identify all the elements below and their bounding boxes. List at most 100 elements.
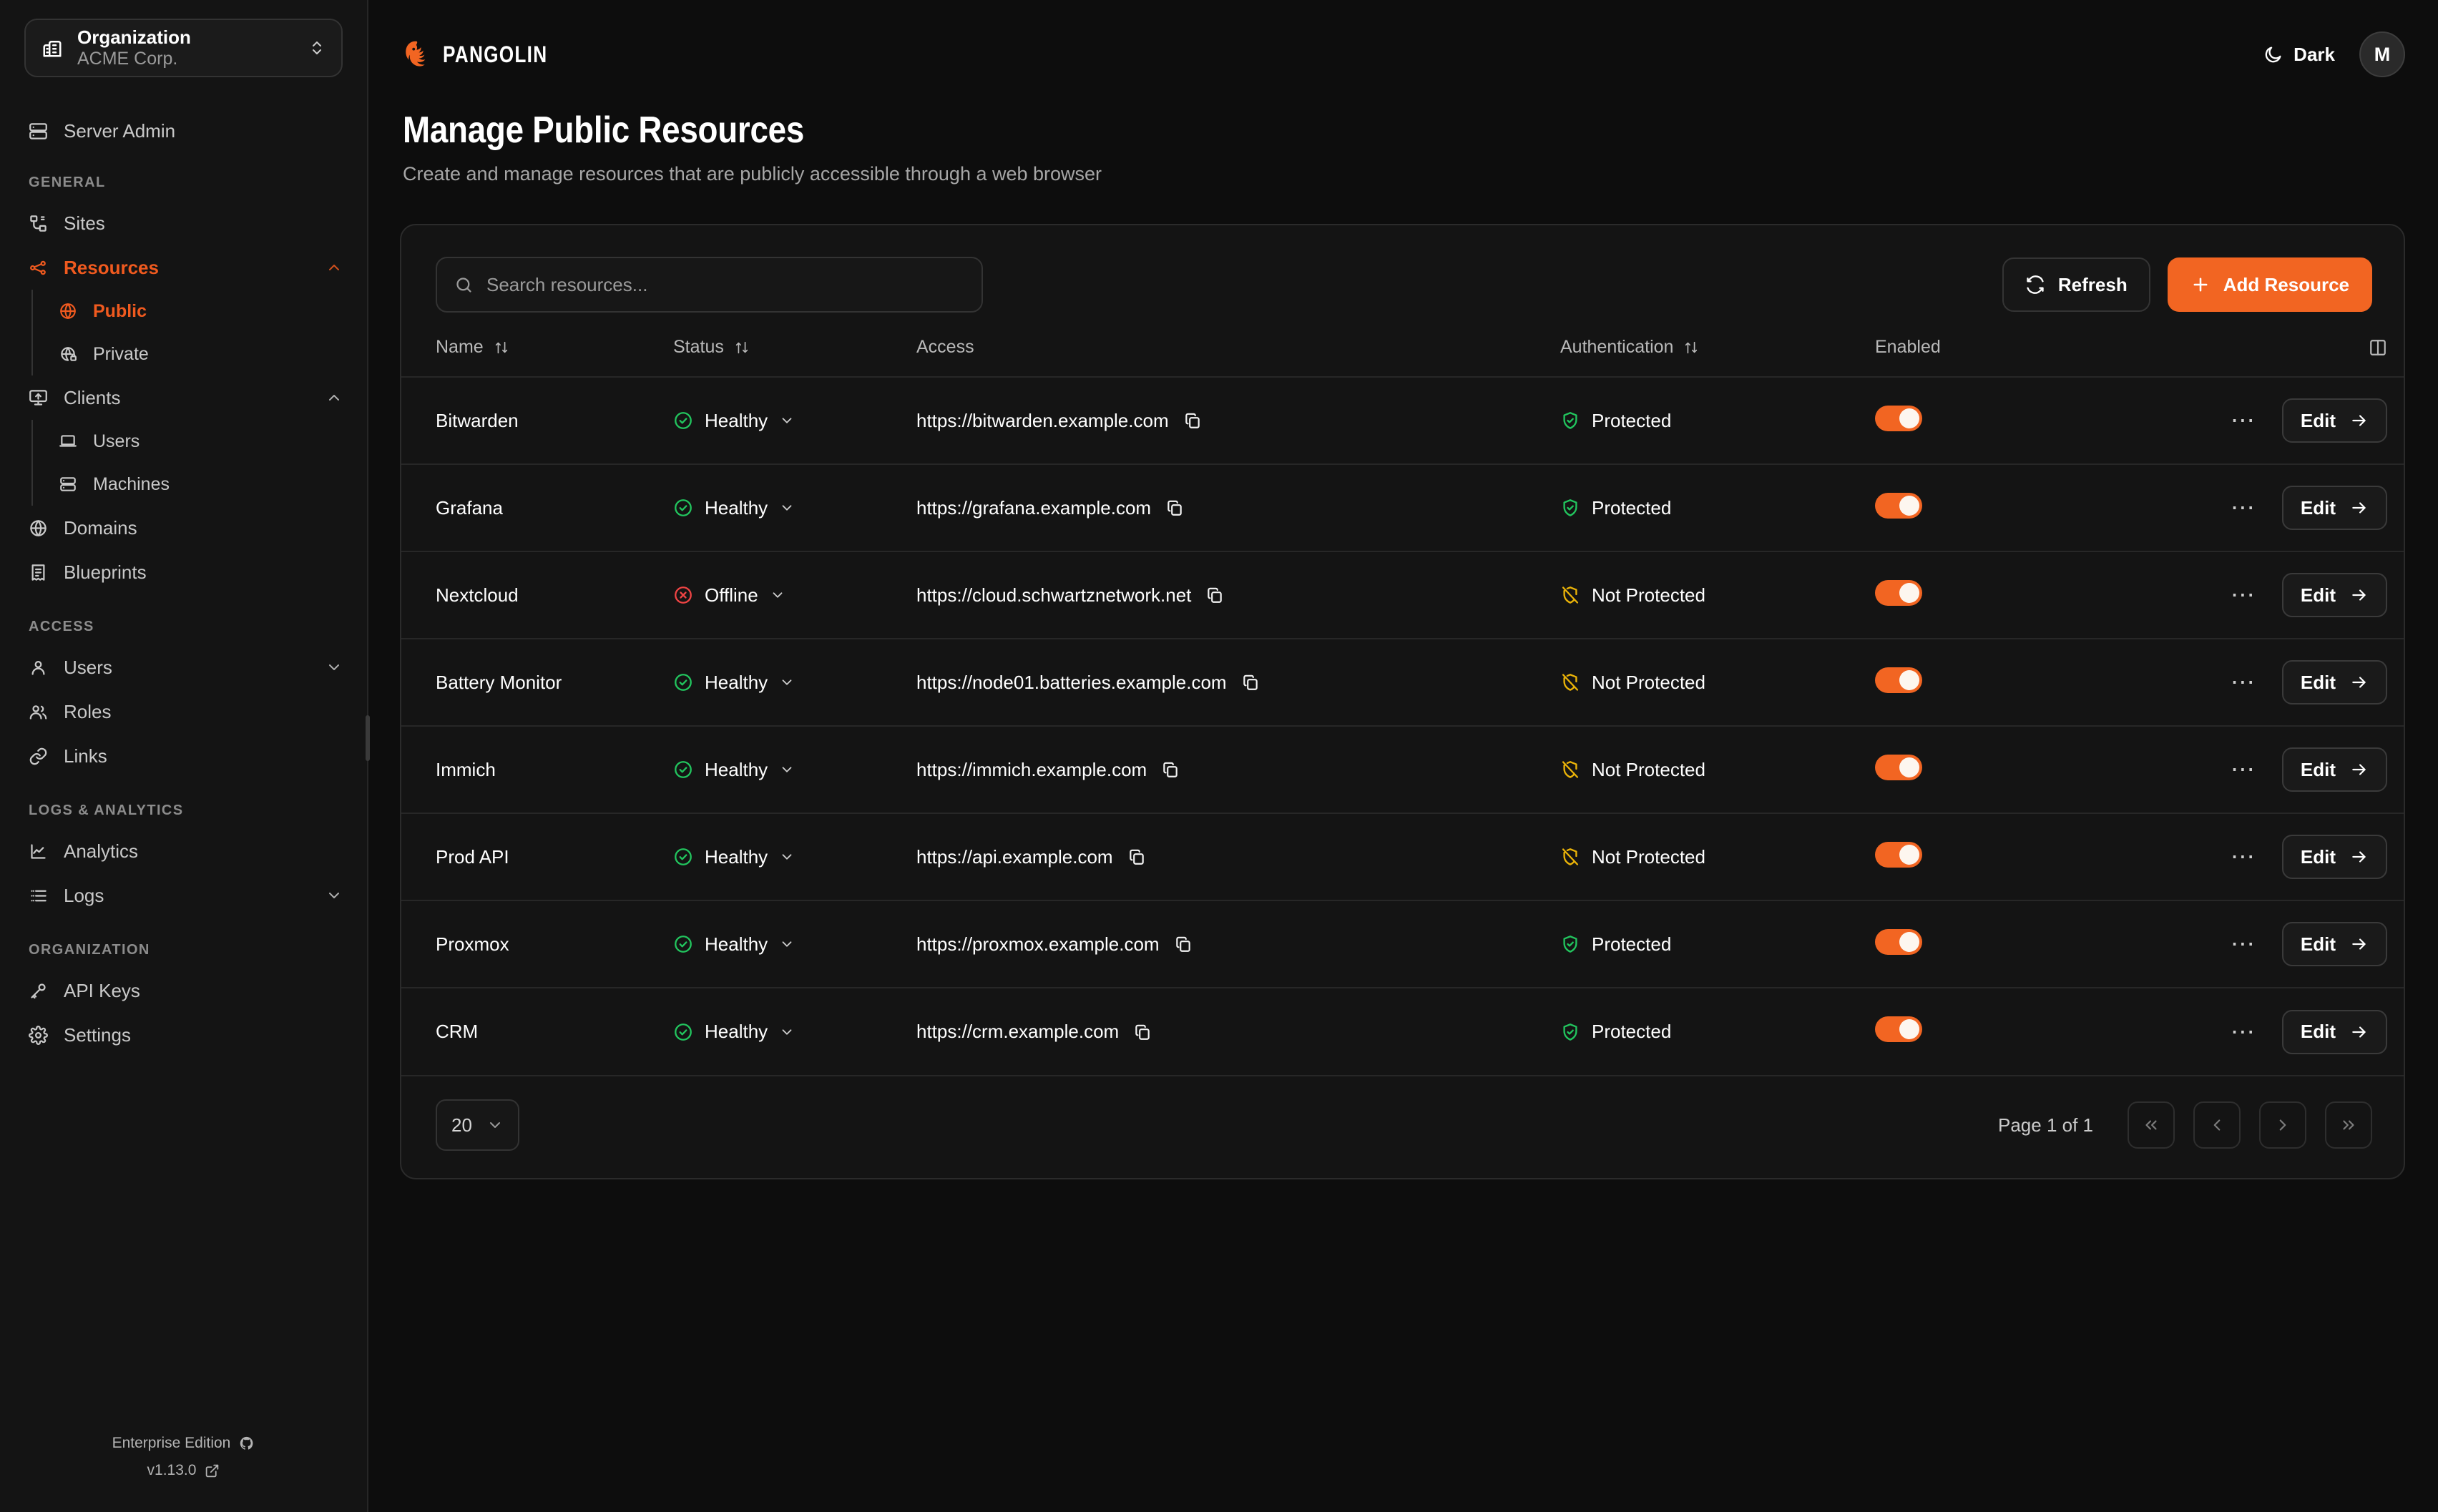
sidebar-item-logs[interactable]: Logs	[0, 873, 367, 918]
chevrons-up-down-icon[interactable]	[308, 39, 325, 57]
org-switcher[interactable]: Organization ACME Corp.	[24, 19, 343, 77]
table-row[interactable]: Nextcloud Offline https://cloud.schwartz…	[401, 551, 2404, 639]
edit-button[interactable]: Edit	[2281, 747, 2387, 792]
ellipsis-icon[interactable]: ⋯	[2230, 407, 2256, 434]
sidebar-item-clients[interactable]: Clients	[0, 375, 367, 420]
enabled-toggle[interactable]	[1875, 579, 1922, 606]
enabled-toggle[interactable]	[1875, 1016, 1922, 1042]
sidebar-item-users[interactable]: Users	[0, 645, 367, 689]
copy-icon[interactable]	[1183, 411, 1202, 430]
chevron-up-icon[interactable]	[325, 259, 343, 276]
ellipsis-icon[interactable]: ⋯	[2230, 669, 2256, 696]
chevron-down-icon[interactable]	[779, 500, 795, 516]
table-row[interactable]: Battery Monitor Healthy https://node01.b…	[401, 638, 2404, 726]
column-header-authentication[interactable]: Authentication	[1560, 337, 1875, 377]
table-row[interactable]: CRM Healthy https://crm.example.com Prot…	[401, 987, 2404, 1075]
sidebar-item-machines[interactable]: Machines	[33, 463, 367, 506]
edit-button[interactable]: Edit	[2281, 573, 2387, 617]
table-row[interactable]: Immich Healthy https://immich.example.co…	[401, 725, 2404, 813]
resource-url[interactable]: https://cloud.schwartznetwork.net	[916, 584, 1192, 606]
sidebar-item-roles[interactable]: Roles	[0, 689, 367, 734]
edition-link[interactable]: Enterprise Edition	[0, 1435, 367, 1452]
status-badge[interactable]: Offline	[673, 584, 916, 607]
table-row[interactable]: Grafana Healthy https://grafana.example.…	[401, 463, 2404, 551]
enabled-toggle[interactable]	[1875, 754, 1922, 780]
sidebar-item-client-users[interactable]: Users	[33, 420, 367, 463]
page-size-select[interactable]: 20	[436, 1099, 519, 1151]
resource-url[interactable]: https://proxmox.example.com	[916, 933, 1160, 955]
chevron-down-icon[interactable]	[770, 587, 785, 603]
edit-button[interactable]: Edit	[2281, 398, 2387, 443]
columns-icon[interactable]	[2369, 338, 2387, 357]
chevron-down-icon[interactable]	[779, 674, 795, 690]
chevron-down-icon[interactable]	[779, 936, 795, 952]
copy-icon[interactable]	[1133, 1023, 1152, 1041]
add-resource-button[interactable]: Add Resource	[2167, 257, 2372, 312]
resource-url[interactable]: https://grafana.example.com	[916, 496, 1152, 519]
edit-button[interactable]: Edit	[2281, 486, 2387, 530]
status-badge[interactable]: Healthy	[673, 497, 916, 519]
resource-url[interactable]: https://bitwarden.example.com	[916, 409, 1169, 431]
edit-button[interactable]: Edit	[2281, 1009, 2387, 1054]
copy-icon[interactable]	[1161, 760, 1180, 779]
refresh-button[interactable]: Refresh	[2002, 257, 2150, 312]
brand-logo[interactable]: PANGOLIN	[400, 39, 571, 70]
sidebar-item-domains[interactable]: Domains	[0, 506, 367, 550]
sidebar-item-private[interactable]: Private	[33, 333, 367, 375]
copy-icon[interactable]	[1127, 848, 1146, 866]
ellipsis-icon[interactable]: ⋯	[2230, 843, 2256, 870]
ellipsis-icon[interactable]: ⋯	[2230, 581, 2256, 609]
sidebar-item-public[interactable]: Public	[33, 290, 367, 333]
copy-icon[interactable]	[1205, 586, 1224, 604]
avatar[interactable]: M	[2359, 31, 2405, 77]
status-badge[interactable]: Healthy	[673, 1021, 916, 1043]
search-box[interactable]	[436, 257, 983, 313]
ellipsis-icon[interactable]: ⋯	[2230, 1018, 2256, 1046]
copy-icon[interactable]	[1241, 673, 1260, 692]
column-header-status[interactable]: Status	[673, 337, 916, 377]
enabled-toggle[interactable]	[1875, 841, 1922, 868]
resource-url[interactable]: https://crm.example.com	[916, 1021, 1120, 1042]
sidebar-item-analytics[interactable]: Analytics	[0, 829, 367, 873]
enabled-toggle[interactable]	[1875, 928, 1922, 955]
status-badge[interactable]: Healthy	[673, 759, 916, 781]
chevron-down-icon[interactable]	[779, 1024, 795, 1040]
sidebar-item-resources[interactable]: Resources	[0, 245, 367, 290]
ellipsis-icon[interactable]: ⋯	[2230, 494, 2256, 521]
search-input[interactable]	[486, 273, 964, 296]
enabled-toggle[interactable]	[1875, 405, 1922, 431]
sidebar-item-settings[interactable]: Settings	[0, 1013, 367, 1057]
prev-page-button[interactable]	[2193, 1101, 2241, 1149]
sidebar-item-api-keys[interactable]: API Keys	[0, 968, 367, 1013]
sidebar-item-sites[interactable]: Sites	[0, 201, 367, 245]
status-badge[interactable]: Healthy	[673, 933, 916, 956]
resource-url[interactable]: https://api.example.com	[916, 845, 1113, 868]
table-row[interactable]: Prod API Healthy https://api.example.com…	[401, 813, 2404, 900]
edit-button[interactable]: Edit	[2281, 922, 2387, 966]
first-page-button[interactable]	[2128, 1101, 2175, 1149]
last-page-button[interactable]	[2325, 1101, 2372, 1149]
theme-toggle[interactable]: Dark	[2263, 44, 2335, 66]
chevron-down-icon[interactable]	[779, 413, 795, 428]
edit-button[interactable]: Edit	[2281, 835, 2387, 879]
table-row[interactable]: Proxmox Healthy https://proxmox.example.…	[401, 900, 2404, 988]
edit-button[interactable]: Edit	[2281, 660, 2387, 705]
copy-icon[interactable]	[1165, 499, 1184, 517]
resource-url[interactable]: https://immich.example.com	[916, 758, 1147, 780]
status-badge[interactable]: Healthy	[673, 672, 916, 694]
enabled-toggle[interactable]	[1875, 667, 1922, 693]
status-badge[interactable]: Healthy	[673, 410, 916, 432]
sidebar-scrollbar[interactable]	[366, 715, 370, 761]
ellipsis-icon[interactable]: ⋯	[2230, 756, 2256, 783]
next-page-button[interactable]	[2259, 1101, 2306, 1149]
column-header-actions[interactable]	[2090, 337, 2404, 377]
ellipsis-icon[interactable]: ⋯	[2230, 931, 2256, 958]
sidebar-item-blueprints[interactable]: Blueprints	[0, 550, 367, 594]
version-link[interactable]: v1.13.0	[0, 1462, 367, 1479]
chevron-down-icon[interactable]	[325, 659, 343, 676]
column-header-name[interactable]: Name	[401, 337, 673, 377]
status-badge[interactable]: Healthy	[673, 846, 916, 868]
copy-icon[interactable]	[1174, 935, 1193, 953]
chevron-down-icon[interactable]	[779, 849, 795, 865]
resource-url[interactable]: https://node01.batteries.example.com	[916, 671, 1227, 693]
